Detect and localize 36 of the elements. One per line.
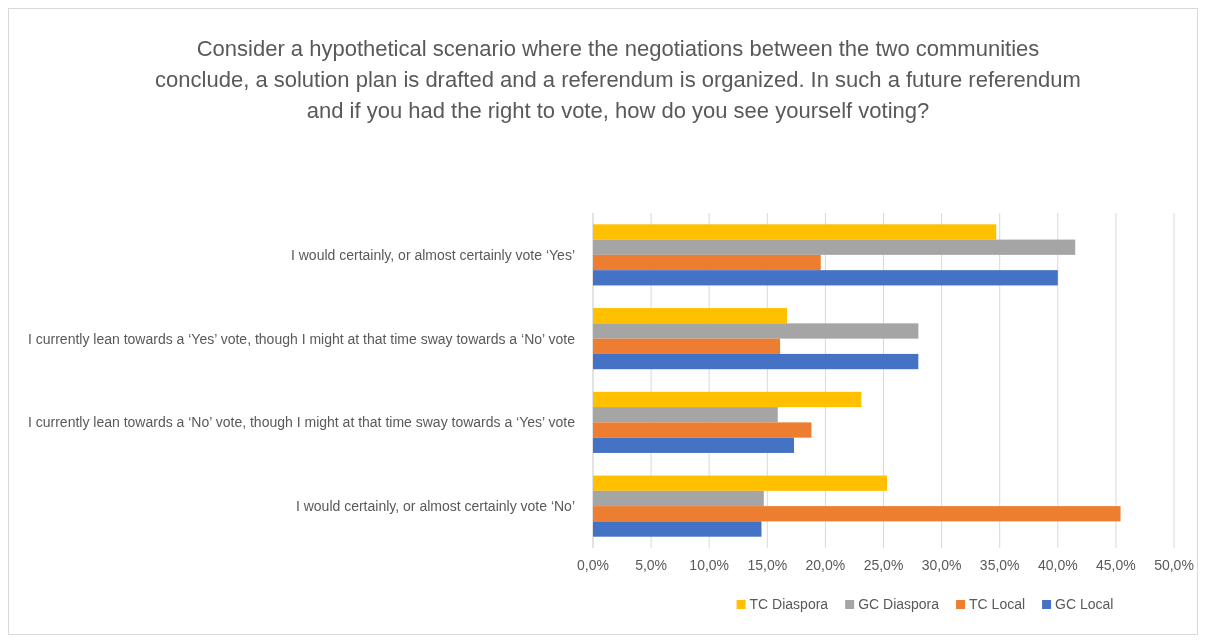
bar bbox=[593, 338, 781, 354]
y-tick-label: I would certainly, or almost certainly vote ‘Yes’ bbox=[290, 246, 575, 263]
y-tick-label: I would certainly, or almost certainly vote ‘No’ bbox=[295, 498, 575, 515]
x-tick-label: 5,0% bbox=[635, 557, 668, 573]
x-tick-label: 20,0% bbox=[805, 557, 846, 573]
bar bbox=[593, 308, 788, 324]
x-tick-label: 45,0% bbox=[1096, 557, 1136, 573]
y-tick-label: I currently lean towards a ‘Yes’ vote, though I might at that time sway towards a ‘No’ vote bbox=[27, 330, 576, 347]
bar bbox=[593, 254, 821, 271]
x-tick-label: 40,0% bbox=[1037, 557, 1078, 573]
bar bbox=[593, 407, 778, 423]
legend-label: GC Diaspora bbox=[858, 596, 940, 612]
legend-label: TC Local bbox=[969, 596, 1026, 612]
x-tick-label: 35,0% bbox=[979, 557, 1020, 573]
x-tick-label: 25,0% bbox=[863, 557, 904, 573]
bar bbox=[593, 391, 862, 408]
x-tick-label: 0,0% bbox=[577, 557, 609, 573]
chart-title: Consider a hypothetical scenario where the negotiations between the two communities conclude, a solution plan is drafted and a referendum is organized. In such a future referendum and if you had the right to vote, how do you see yourself voting? bbox=[155, 36, 1081, 123]
bar bbox=[593, 475, 887, 491]
bar bbox=[593, 437, 795, 453]
legend-label: GC Local bbox=[1055, 596, 1114, 612]
bar bbox=[593, 270, 1058, 286]
x-tick-label: 50,0% bbox=[1154, 557, 1194, 573]
legend-label: TC Diaspora bbox=[749, 596, 829, 612]
bar bbox=[593, 323, 919, 339]
bar bbox=[593, 490, 764, 507]
x-tick-label: 10,0% bbox=[689, 557, 730, 573]
x-tick-label: 30,0% bbox=[921, 557, 962, 573]
x-tick-label: 15,0% bbox=[747, 557, 788, 573]
y-tick-label: I currently lean towards a ‘No’ vote, though I might at that time sway towards a ‘Yes’ vote bbox=[27, 414, 576, 431]
bar bbox=[593, 521, 762, 537]
bar bbox=[593, 224, 997, 240]
bar bbox=[593, 239, 1076, 255]
bar bbox=[593, 422, 812, 438]
bar bbox=[593, 353, 919, 370]
bar bbox=[593, 506, 1121, 522]
